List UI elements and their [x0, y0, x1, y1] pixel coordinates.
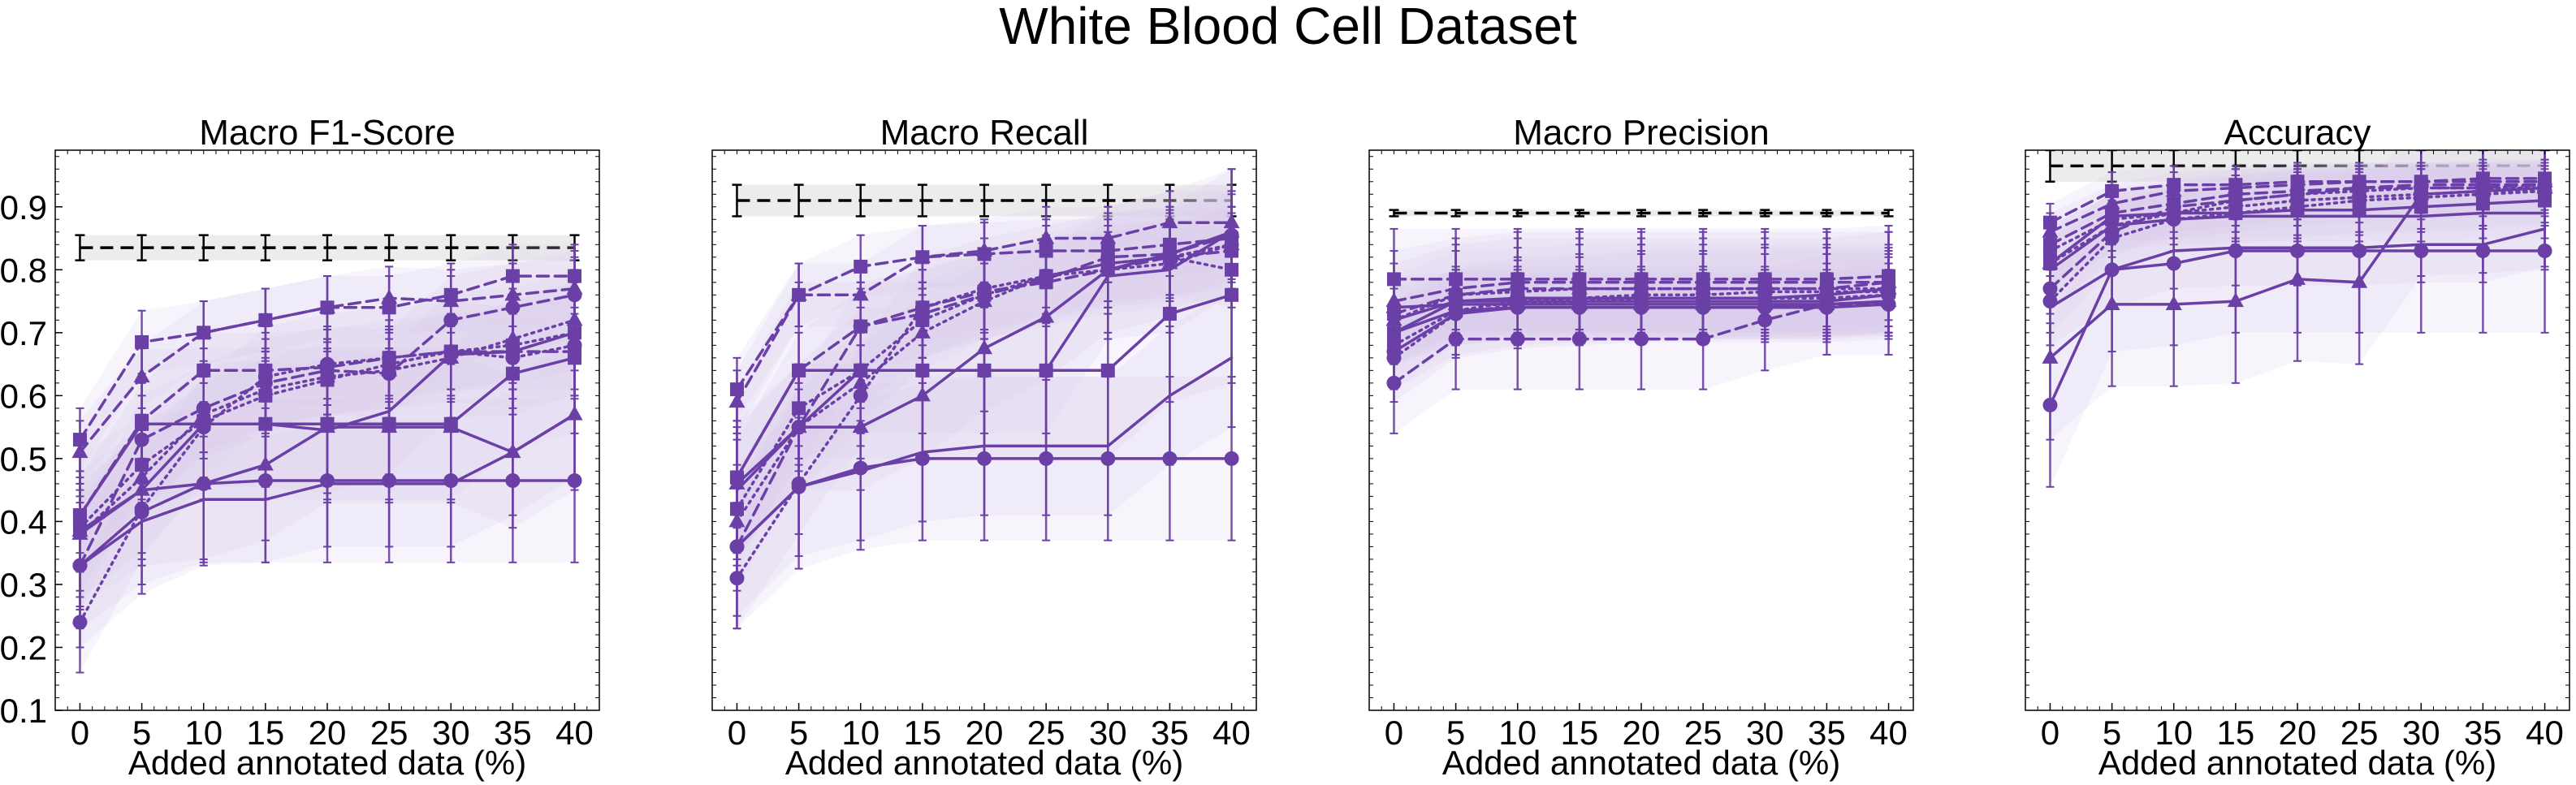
series-10-point — [1100, 261, 1117, 276]
x-tick-label: 25 — [1684, 714, 1722, 752]
x-tick-label: 10 — [2155, 714, 2193, 752]
panel-4: Accuracy 0 5 10 15 20 25 30 35 40 Added annotated … — [2025, 113, 2570, 782]
series-12-line — [1392, 300, 1891, 334]
x-tick-label: 10 — [184, 714, 223, 752]
series-2-line — [78, 287, 577, 454]
series-10-point — [1038, 308, 1055, 323]
x-tick-label: 20 — [309, 714, 347, 752]
series-2-point — [381, 289, 398, 304]
x-tick-label: 15 — [904, 714, 942, 752]
x-tick-label: 35 — [1808, 714, 1846, 752]
panel-1: Macro F1-Score 0.1 0.2 0.3 0.4 0.5 0.6 0.7 0.8 0.… — [0, 113, 600, 782]
x-tick-label: 30 — [1746, 714, 1784, 752]
series-12-line — [78, 412, 577, 567]
x-tick-label: 40 — [2526, 714, 2564, 752]
x-tick-label: 0 — [728, 714, 746, 752]
y-tick-label: 0.7 — [0, 314, 47, 352]
x-tick-label: 35 — [2464, 714, 2502, 752]
x-tick-label: 5 — [789, 714, 808, 752]
series-2-point — [195, 323, 212, 339]
series-5-line — [2048, 186, 2547, 265]
y-tick-label: 0.2 — [0, 628, 47, 666]
series-10-point — [976, 339, 992, 355]
series-11-point — [2042, 397, 2058, 412]
series-12-line — [735, 356, 1234, 549]
y-tick-label: 0.1 — [0, 692, 47, 730]
x-tick-label: 20 — [1623, 714, 1661, 752]
figure-title: White Blood Cell Dataset — [999, 0, 1577, 55]
x-axis-label: Added annotated data (%) — [128, 744, 526, 782]
x-tick-label: 15 — [247, 714, 285, 752]
x-tick-label: 15 — [1561, 714, 1599, 752]
x-tick-label: 40 — [555, 714, 594, 752]
panel-title: Accuracy — [2224, 113, 2371, 153]
x-tick-label: 40 — [1869, 714, 1908, 752]
x-tick-label: 0 — [1385, 714, 1403, 752]
plot-area — [2042, 150, 2553, 488]
x-tick-label: 20 — [2279, 714, 2317, 752]
y-tick-label: 0.5 — [0, 440, 47, 478]
x-tick-label: 0 — [71, 714, 89, 752]
x-tick-label: 25 — [370, 714, 408, 752]
panel-title: Macro Recall — [880, 113, 1089, 153]
x-axis-label: Added annotated data (%) — [1442, 744, 1840, 782]
x-tick-label: 10 — [1498, 714, 1537, 752]
x-tick-label: 0 — [2041, 714, 2060, 752]
x-axis-label: Added annotated data (%) — [785, 744, 1183, 782]
x-tick-label: 35 — [494, 714, 532, 752]
series-8-point — [1100, 363, 1115, 377]
x-tick-label: 5 — [1446, 714, 1465, 752]
x-tick-label: 35 — [1151, 714, 1189, 752]
x-tick-label: 40 — [1212, 714, 1251, 752]
series-12-line — [2048, 227, 2547, 309]
series-2-line — [735, 221, 1234, 403]
series-7-line — [735, 243, 1234, 580]
x-tick-label: 25 — [2340, 714, 2379, 752]
series-2-point — [319, 298, 335, 313]
y-tick-label: 0.8 — [0, 251, 47, 289]
x-tick-label: 5 — [2103, 714, 2121, 752]
y-tick-label: 0.4 — [0, 502, 47, 541]
series-10-point — [1223, 222, 1240, 238]
series-1-line — [1392, 274, 1891, 281]
x-tick-label: 20 — [966, 714, 1004, 752]
x-tick-label: 5 — [132, 714, 151, 752]
panel-3: Macro Precision 0 5 10 15 20 25 30 35 40 Added ann… — [1368, 113, 1914, 782]
series-10-point — [1161, 244, 1178, 260]
y-tick-label: 0.6 — [0, 377, 47, 415]
y-tick-label: 0.9 — [0, 188, 47, 226]
x-axis-label: Added annotated data (%) — [2098, 744, 2496, 782]
series-2-point — [914, 248, 931, 263]
plot-area — [71, 234, 583, 674]
series-2-point — [257, 311, 274, 326]
y-tick-label: 0.3 — [0, 566, 47, 604]
panel-2: Macro Recall 0 5 10 15 20 25 30 35 40 Added annota… — [711, 113, 1257, 782]
panel-title: Macro Precision — [1513, 113, 1769, 153]
plot-area — [1385, 209, 1897, 434]
panel-title: Macro F1-Score — [199, 113, 455, 153]
x-tick-label: 30 — [432, 714, 470, 752]
x-tick-label: 30 — [1089, 714, 1127, 752]
x-tick-label: 25 — [1027, 714, 1065, 752]
x-tick-label: 15 — [2217, 714, 2255, 752]
plot-area — [728, 168, 1240, 630]
series-5-line — [1392, 287, 1891, 322]
x-tick-label: 10 — [841, 714, 880, 752]
x-tick-label: 30 — [2402, 714, 2440, 752]
series-11-point — [1224, 451, 1239, 466]
